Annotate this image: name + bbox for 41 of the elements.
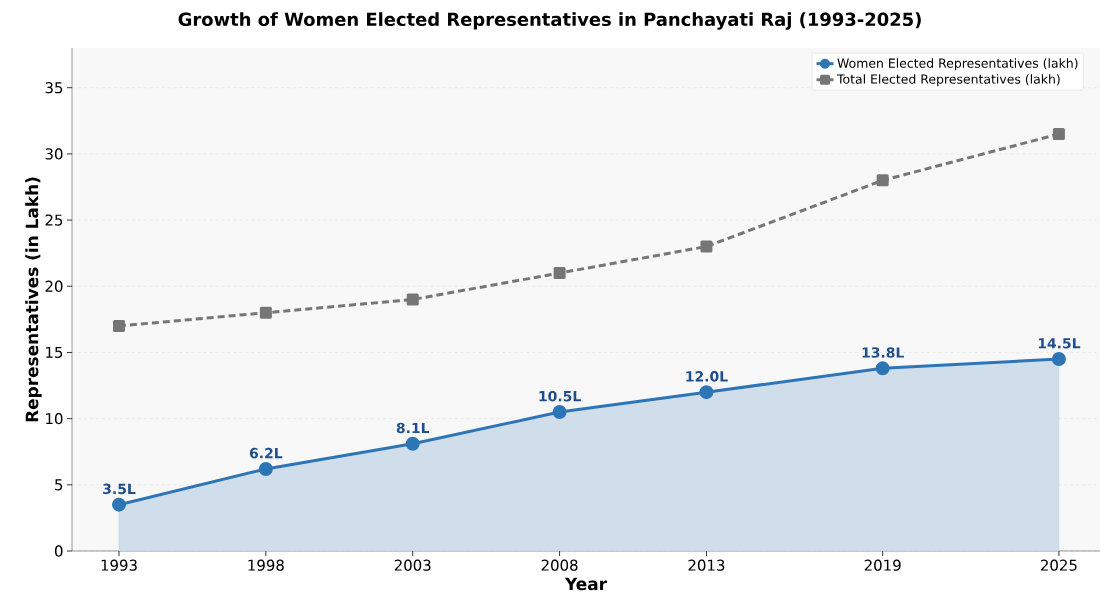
y-tick-label: 5 (55, 479, 63, 491)
data-label: 8.1L (396, 422, 430, 434)
x-tick-label: 2003 (394, 559, 431, 571)
legend-label: Women Elected Representatives (lakh) (837, 58, 1078, 71)
x-tick-label: 1998 (248, 559, 284, 571)
point (700, 240, 713, 253)
data-label: 14.5L (1038, 338, 1081, 349)
y-tick-label: 10 (46, 412, 63, 425)
data-label: 6.2L (249, 447, 283, 459)
data-label: 13.8L (862, 347, 904, 358)
y-axis-title: Representatives (in Lakh) (25, 177, 42, 422)
x-tick-label: 2008 (541, 559, 578, 571)
point (259, 306, 272, 319)
y-tick-label: 25 (45, 214, 63, 226)
data-label: 12.0L (686, 371, 728, 382)
data-label: 3.5L (103, 483, 136, 495)
point (1051, 352, 1066, 367)
point (405, 436, 420, 451)
legend-label: Total Elected Representatives (lakh) (836, 74, 1060, 87)
point (1052, 128, 1065, 141)
point (112, 497, 126, 512)
x-tick-label: 2019 (864, 559, 901, 571)
x-tick-label: 2025 (1040, 559, 1077, 571)
y-tick-label: 15 (46, 346, 63, 359)
x-axis-title: Year (564, 577, 607, 591)
x-tick-label: 2013 (688, 559, 725, 571)
point (875, 361, 890, 376)
y-tick-label: 35 (45, 82, 63, 94)
y-tick-label: 0 (54, 545, 63, 557)
point (876, 174, 889, 187)
point (406, 293, 419, 306)
point (258, 461, 273, 476)
point (553, 267, 566, 280)
point (552, 405, 567, 420)
y-tick-label: 20 (45, 280, 63, 292)
y-tick-label: 30 (45, 148, 63, 160)
x-tick-label: 1993 (101, 559, 137, 571)
point (113, 319, 125, 332)
data-label: 10.5L (539, 390, 581, 402)
point (699, 385, 714, 400)
chart-title: Growth of Women Elected Representatives in Panchayati Raj (1993-2025) (178, 12, 921, 30)
